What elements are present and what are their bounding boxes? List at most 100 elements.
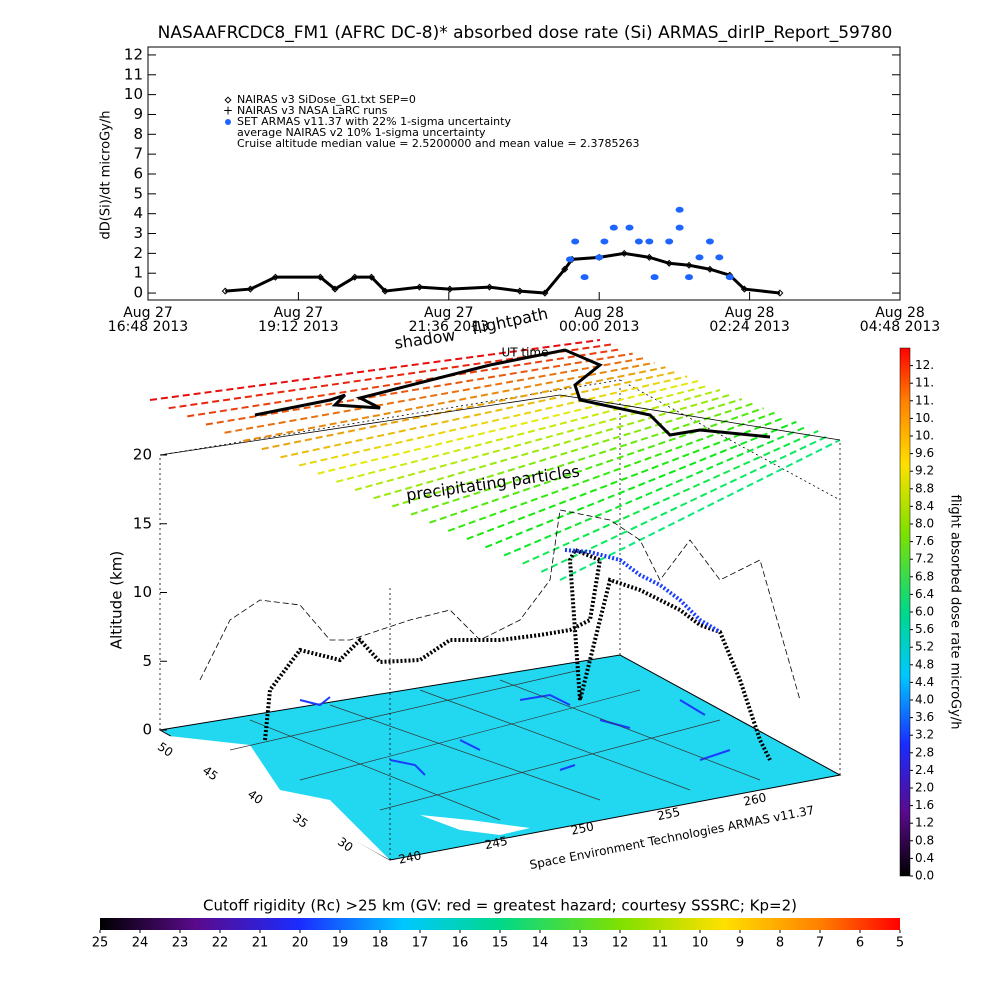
colorbar: [100, 918, 900, 930]
colorbar-tick-label: 22: [212, 936, 229, 951]
surface-row: [466, 416, 786, 541]
dose-line: [225, 251, 781, 295]
y-tick-label: 1: [133, 264, 143, 282]
colorbar-tick-label: 3.6: [915, 710, 934, 724]
y-tick-label: 6: [133, 164, 143, 182]
dose-marker: [446, 285, 454, 293]
armas-point: [675, 224, 684, 231]
surface-row: [540, 434, 830, 573]
colorbar-tick-label: 2.0: [915, 781, 934, 795]
scene-label: UT time: [501, 346, 548, 360]
dose-marker: [740, 285, 748, 293]
dose-marker: [367, 273, 376, 281]
dose-marker: [561, 265, 569, 273]
legend-symbol: [225, 119, 231, 125]
surface-row: [503, 425, 808, 557]
colorbar-tick-label: 7.2: [915, 552, 934, 566]
colorbar-tick-label: 24: [132, 936, 149, 951]
flightpath-dose: [564, 548, 722, 634]
colorbar-tick-label: 8.8: [915, 481, 934, 495]
y-axis-label: dD(Si)/dt microGy/h: [99, 111, 114, 240]
x-tick-label: 21:36 2013: [409, 319, 489, 335]
x-tick-label: 16:48 2013: [108, 319, 188, 335]
x-tick-label: Aug 28: [725, 305, 775, 321]
colorbar-tick-label: 10.: [915, 411, 934, 425]
armas-point: [625, 224, 634, 231]
dose-surface: [149, 339, 841, 581]
surface-row: [391, 398, 743, 508]
legend-label: SET ARMAS v11.37 with 22% 1-sigma uncert…: [237, 115, 511, 128]
colorbar-tick-label: 11.: [915, 376, 934, 390]
colorbar-tick-label: 14: [532, 936, 549, 951]
dose-marker: [645, 253, 653, 261]
y-tick-label: 11: [124, 65, 143, 83]
legend-symbol: +: [223, 104, 233, 118]
altitude-tick-label: 5: [142, 652, 152, 670]
armas-point: [650, 274, 659, 281]
colorbar-tick-label: 1.6: [915, 798, 934, 812]
armas-point: [695, 254, 704, 261]
colorbar-tick-label: 6: [856, 936, 864, 951]
x-tick-label: Aug 28: [875, 305, 925, 321]
colorbar-tick-label: 0.8: [915, 833, 934, 847]
dose-marker: [331, 285, 339, 293]
dose-marker: [776, 289, 784, 297]
colorbar-tick-label: 20: [292, 936, 309, 951]
dose-marker: [516, 287, 524, 295]
x-tick-label: 19:12 2013: [258, 319, 338, 335]
surface-row: [224, 357, 644, 434]
dose-marker: [685, 261, 693, 269]
armas-point: [595, 254, 604, 261]
colorbar-tick-label: 1.2: [915, 816, 934, 830]
colorbar-tick-label: 19: [332, 936, 349, 951]
armas-point: [600, 238, 609, 245]
x-tick-label: Aug 27: [123, 305, 173, 321]
y-tick-label: 4: [133, 204, 143, 222]
legend-label: NAIRAS v3 SiDose_G1.txt SEP=0: [237, 93, 416, 106]
colorbar-tick-label: 3.2: [915, 728, 934, 742]
y-tick-label: 8: [133, 125, 143, 143]
y-tick-label: 3: [133, 224, 143, 242]
colorbar-tick-label: 7.6: [915, 534, 934, 548]
legend-symbol: [224, 96, 232, 104]
colorbar-label: flight absorbed dose rate microGy/h: [948, 495, 963, 730]
surface-row: [149, 339, 601, 401]
colorbar-tick-label: 17: [412, 936, 429, 951]
dose-marker: [316, 273, 324, 281]
legend-label: average NAIRAS v2 10% 1-sigma uncertaint…: [237, 126, 486, 139]
x-tick-label: 00:00 2013: [559, 319, 639, 335]
colorbar-tick-label: 4.0: [915, 693, 934, 707]
x-tick-label: Aug 27: [424, 305, 474, 321]
lon-ticks: 245: [483, 834, 508, 852]
dose-marker: [351, 273, 359, 281]
dose-marker: [620, 249, 628, 257]
colorbar-tick-label: 5.2: [915, 640, 934, 654]
dose-marker: [416, 283, 424, 291]
colorbar-tick-label: 9.6: [915, 446, 934, 460]
chart-title: NASAAFRCDC8_FM1 (AFRC DC-8)* absorbed do…: [158, 23, 893, 43]
armas-point: [634, 238, 643, 245]
armas-point: [665, 238, 674, 245]
altitude-projection: [199, 509, 801, 701]
surface-row: [261, 366, 666, 451]
armas-point: [565, 256, 574, 263]
colorbar-tick-label: 23: [172, 936, 189, 951]
altitude-tick-label: 20: [133, 446, 152, 464]
edge: [619, 379, 841, 501]
surface-row: [485, 420, 797, 549]
armas-point: [715, 254, 724, 261]
y-tick-label: 2: [133, 244, 143, 262]
colorbar-tick-label: 5: [896, 936, 904, 951]
armas-point: [725, 274, 734, 281]
surface-row: [205, 352, 633, 426]
lon-ticks: 250: [570, 819, 595, 837]
colorbar-tick-label: 2.8: [915, 745, 934, 759]
armas-point: [675, 206, 684, 213]
axis-label: Altitude (km): [108, 551, 126, 649]
colorbar-tick-label: 6.8: [915, 569, 934, 583]
surface-row: [354, 389, 721, 491]
colorbar-tick-label: 11: [652, 936, 669, 951]
dose-marker: [665, 259, 673, 267]
y-tick-label: 7: [133, 145, 143, 163]
